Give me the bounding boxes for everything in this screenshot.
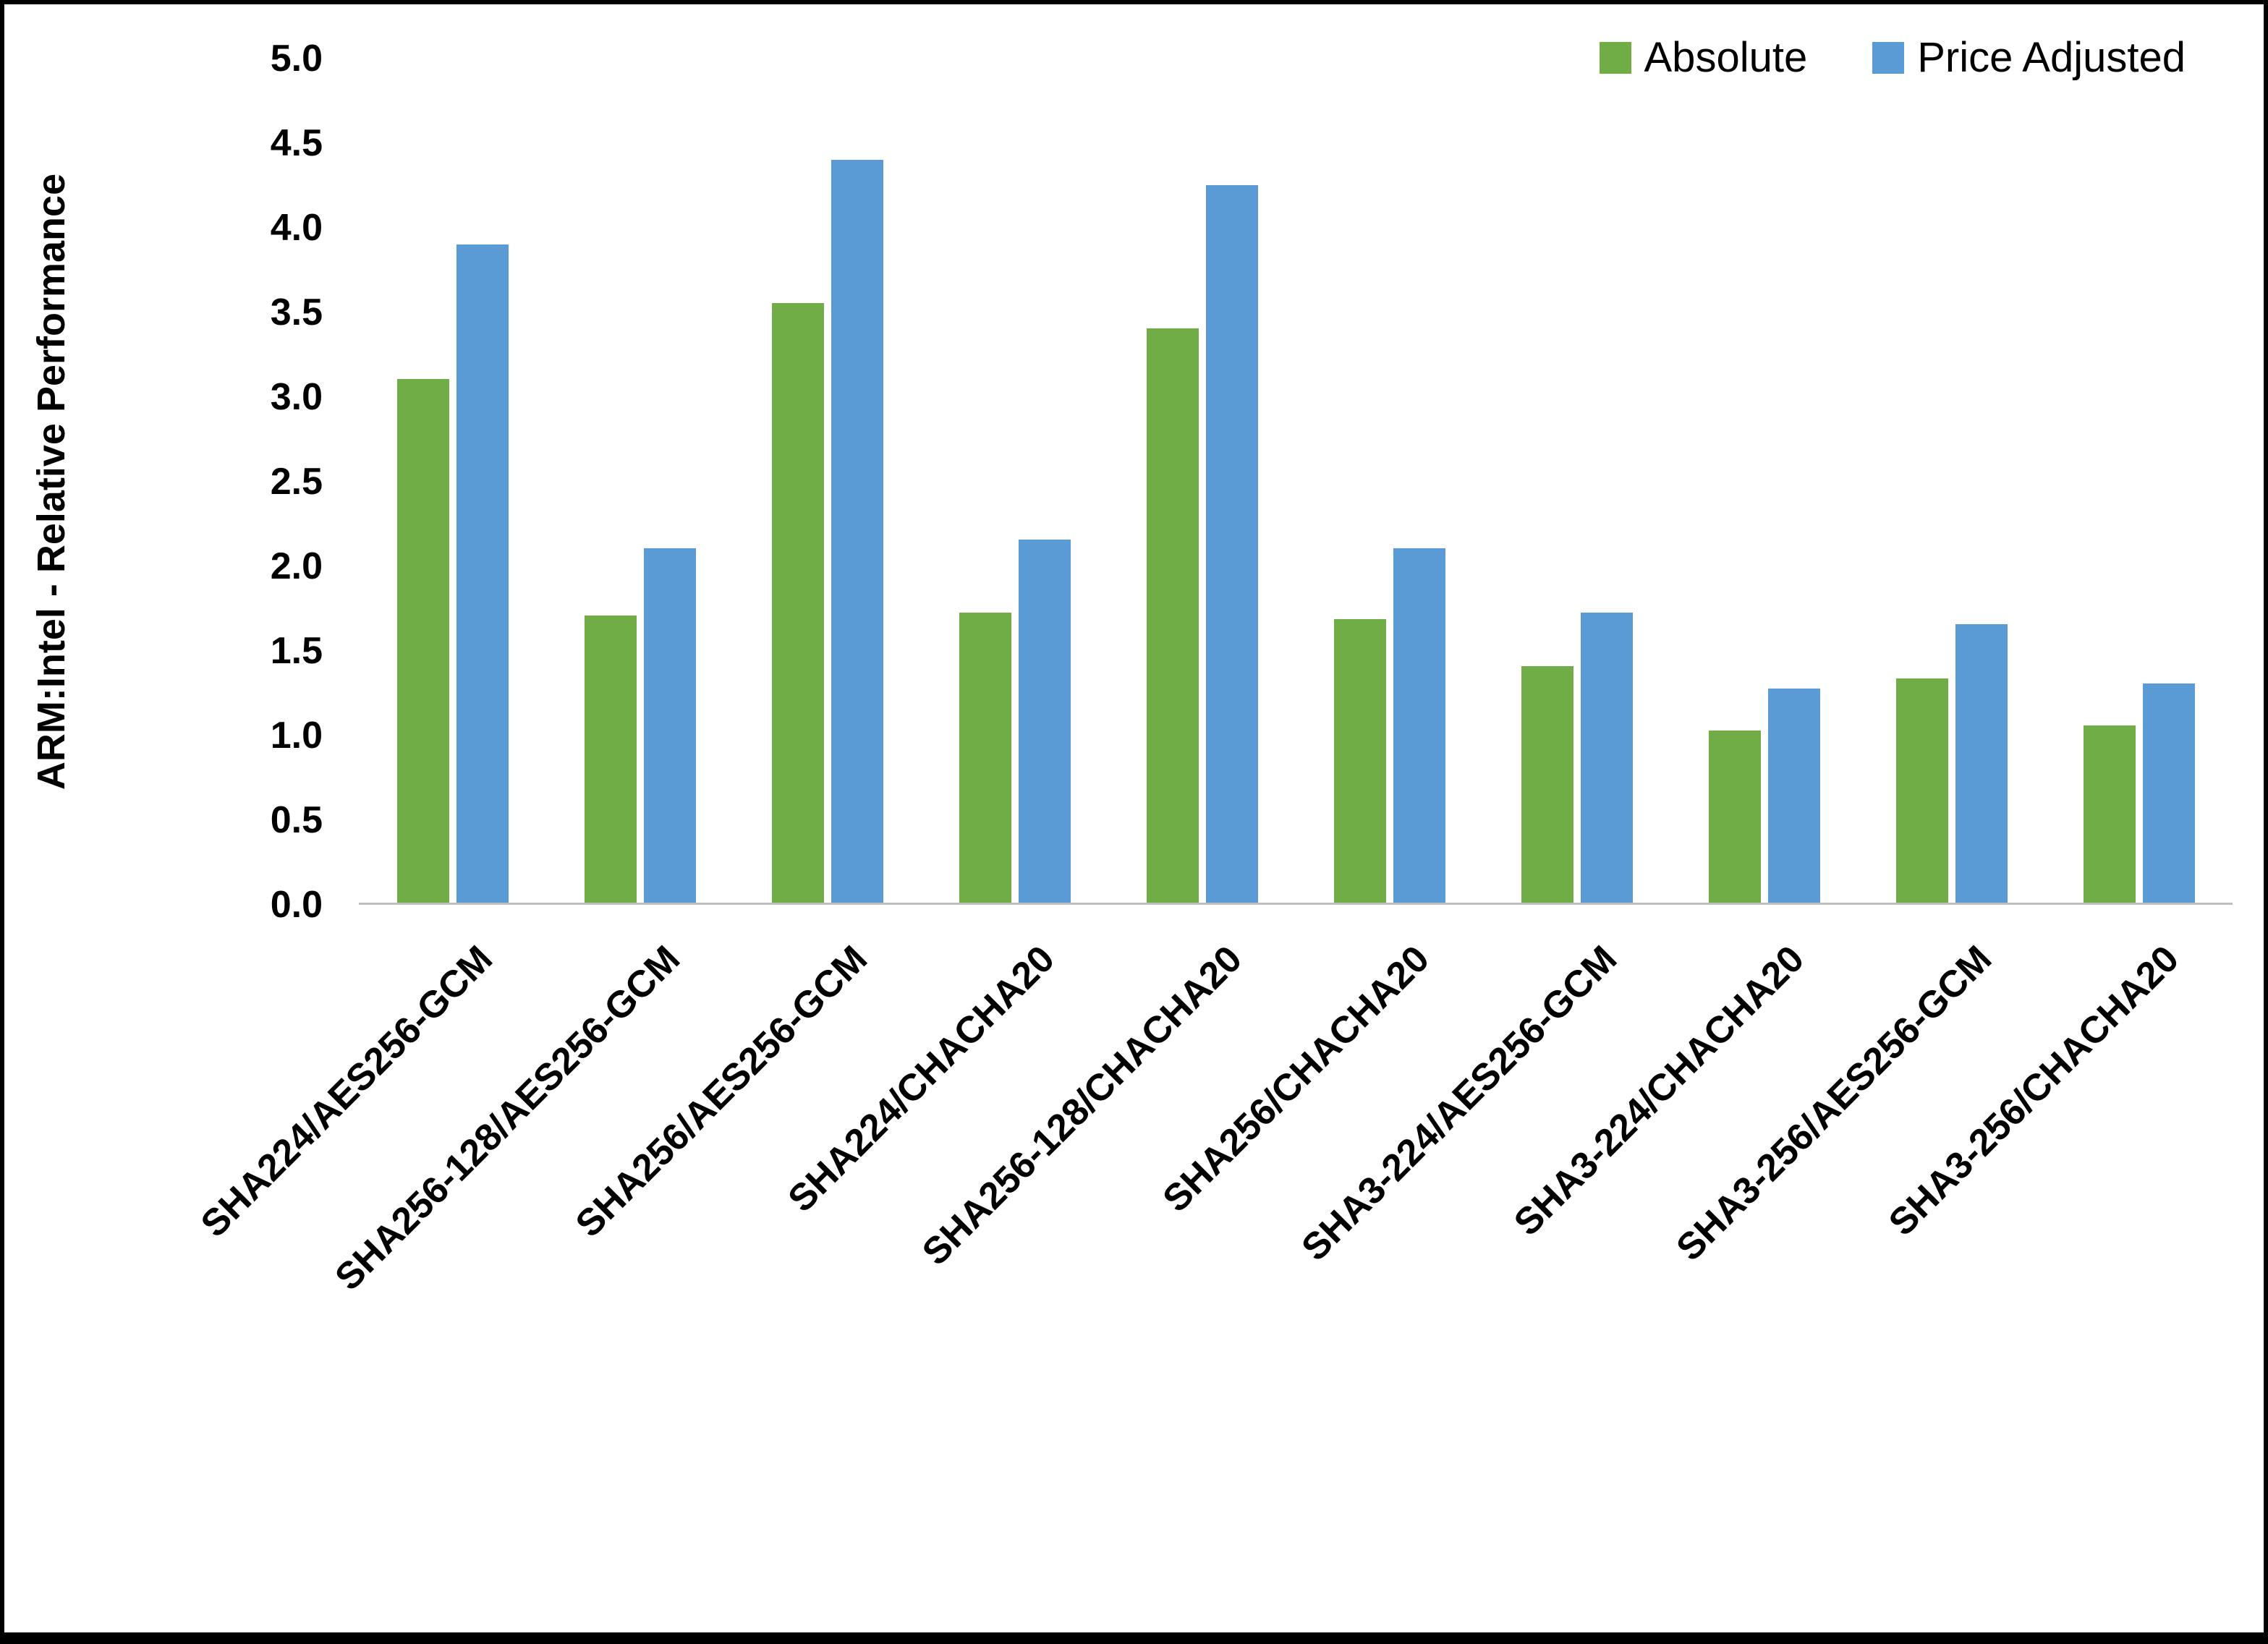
bar-group — [1858, 59, 2045, 903]
y-tick-label: 4.0 — [270, 207, 323, 249]
y-axis-ticks: 0.0 0.5 1.0 1.5 2.0 2.5 3.0 3.5 4.0 4.5 5.0 — [113, 38, 330, 926]
bar-group — [1296, 59, 1483, 903]
plot-area — [359, 59, 2233, 905]
bar-absolute — [396, 379, 449, 903]
bar-group — [921, 59, 1108, 903]
category-label: SHA3-256/AES256-GCM — [1668, 937, 2000, 1269]
bar-absolute — [2083, 725, 2136, 903]
legend-swatch-icon — [1872, 41, 1905, 74]
y-tick-label: 4.5 — [270, 122, 323, 164]
bar-price-adjusted — [831, 160, 883, 903]
bar-group — [2045, 59, 2233, 903]
bar-chart: ARM:Intel - Relative Performance 0.0 0.5 1… — [4, 4, 2264, 1632]
category-label: SHA3-224/AES256-GCM — [1294, 937, 1626, 1269]
y-tick-label: 1.5 — [270, 630, 323, 672]
y-tick-label: 0.0 — [270, 884, 323, 926]
bar-price-adjusted — [1393, 548, 1445, 903]
bar-price-adjusted — [1767, 688, 1820, 903]
y-tick-label: 1.0 — [270, 715, 323, 757]
y-tick-label: 5.0 — [270, 38, 323, 80]
bar-group — [546, 59, 734, 903]
bar-group — [359, 59, 546, 903]
bar-price-adjusted — [456, 244, 509, 903]
bar-absolute — [959, 612, 1011, 903]
legend-label: Absolute — [1644, 34, 1808, 81]
bar-group — [1483, 59, 1670, 903]
legend: Absolute Price Adjusted — [1599, 33, 2186, 82]
y-tick-label: 2.5 — [270, 461, 323, 503]
y-tick-label: 0.5 — [270, 799, 323, 841]
bar-price-adjusted — [2142, 683, 2195, 903]
bar-absolute — [1333, 618, 1386, 903]
bar-price-adjusted — [643, 548, 696, 903]
x-axis-labels: SHA224/AES256-GCM SHA256-128/AES256-GCM SH… — [193, 937, 2233, 1371]
legend-item: Absolute — [1599, 33, 1808, 82]
bar-group — [734, 59, 921, 903]
legend-swatch-icon — [1599, 41, 1631, 74]
bar-price-adjusted — [1205, 185, 1258, 903]
bar-group — [1670, 59, 1858, 903]
bar-absolute — [1521, 666, 1573, 903]
bar-price-adjusted — [1955, 623, 2008, 903]
legend-item: Price Adjusted — [1872, 33, 2186, 82]
category-label: SHA256-128/CHACHA20 — [914, 937, 1251, 1274]
y-tick-label: 3.0 — [270, 376, 323, 418]
bar-price-adjusted — [1580, 612, 1633, 903]
y-axis-title: ARM:Intel - Relative Performance — [30, 173, 73, 791]
legend-label: Price Adjusted — [1917, 34, 2186, 81]
category-label: SHA256-128/AES256-GCM — [327, 937, 689, 1299]
bar-absolute — [1708, 730, 1761, 903]
y-tick-label: 2.0 — [270, 545, 323, 587]
y-axis-title-container: ARM:Intel - Relative Performance — [4, 59, 98, 905]
bar-absolute — [1895, 678, 1948, 903]
y-tick-label: 3.5 — [270, 291, 323, 333]
bar-absolute — [1146, 328, 1199, 903]
bar-price-adjusted — [1018, 540, 1071, 903]
bar-absolute — [771, 303, 824, 903]
bar-group — [1108, 59, 1296, 903]
bar-absolute — [584, 616, 637, 903]
